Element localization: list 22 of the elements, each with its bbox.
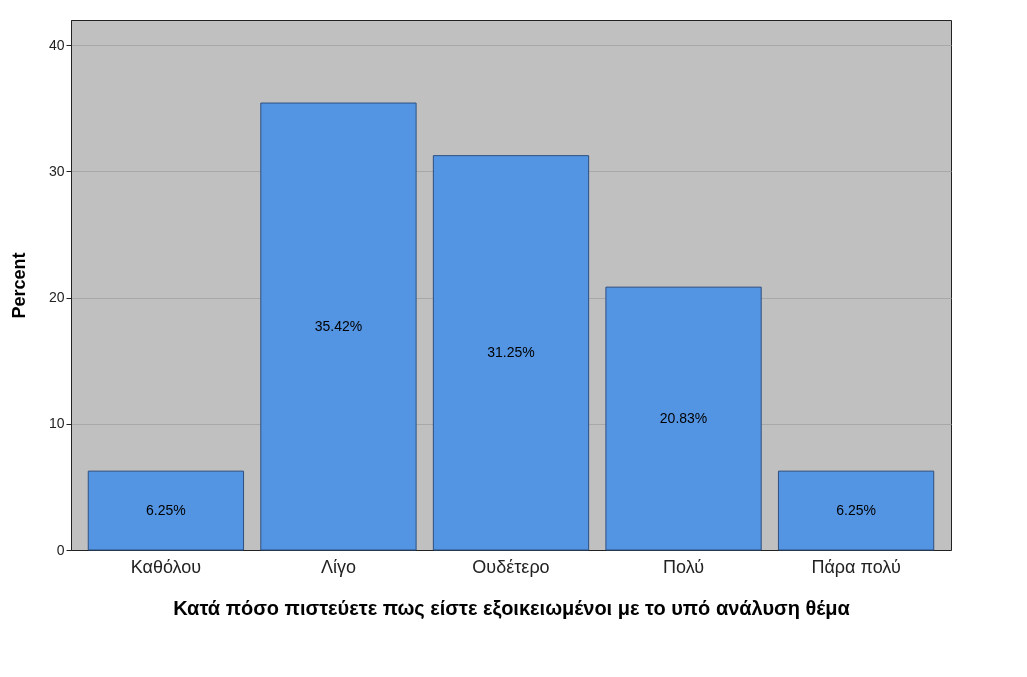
bar xyxy=(432,155,590,551)
y-tick-label: 20 xyxy=(48,289,65,306)
x-tick-label: Πάρα πολύ xyxy=(811,556,901,577)
y-tick-label: 10 xyxy=(48,415,65,432)
bar xyxy=(87,470,245,551)
x-tick-label: Λίγο xyxy=(320,556,356,577)
y-tick-label: 30 xyxy=(48,162,65,179)
bar xyxy=(605,286,762,551)
y-tick-label: 40 xyxy=(48,36,65,53)
bar xyxy=(260,102,417,551)
y-tick-label: 0 xyxy=(56,541,65,558)
x-tick-label: Ουδέτερο xyxy=(472,556,550,577)
x-axis-title: Κατά πόσο πιστεύετε πως είστε εξοικειωμένοι με το υπό ανάλυση θέμα xyxy=(173,596,851,619)
data-label: 31.25% xyxy=(487,343,535,360)
data-label: 6.25% xyxy=(146,501,186,518)
x-tick-label: Καθόλου xyxy=(130,556,202,577)
y-axis-title: Percent xyxy=(8,252,29,319)
data-label: 35.42% xyxy=(314,317,363,334)
bar xyxy=(777,470,935,551)
x-tick-label: Πολύ xyxy=(663,556,705,577)
data-label: 20.83% xyxy=(659,409,708,426)
data-label: 6.25% xyxy=(836,501,876,518)
